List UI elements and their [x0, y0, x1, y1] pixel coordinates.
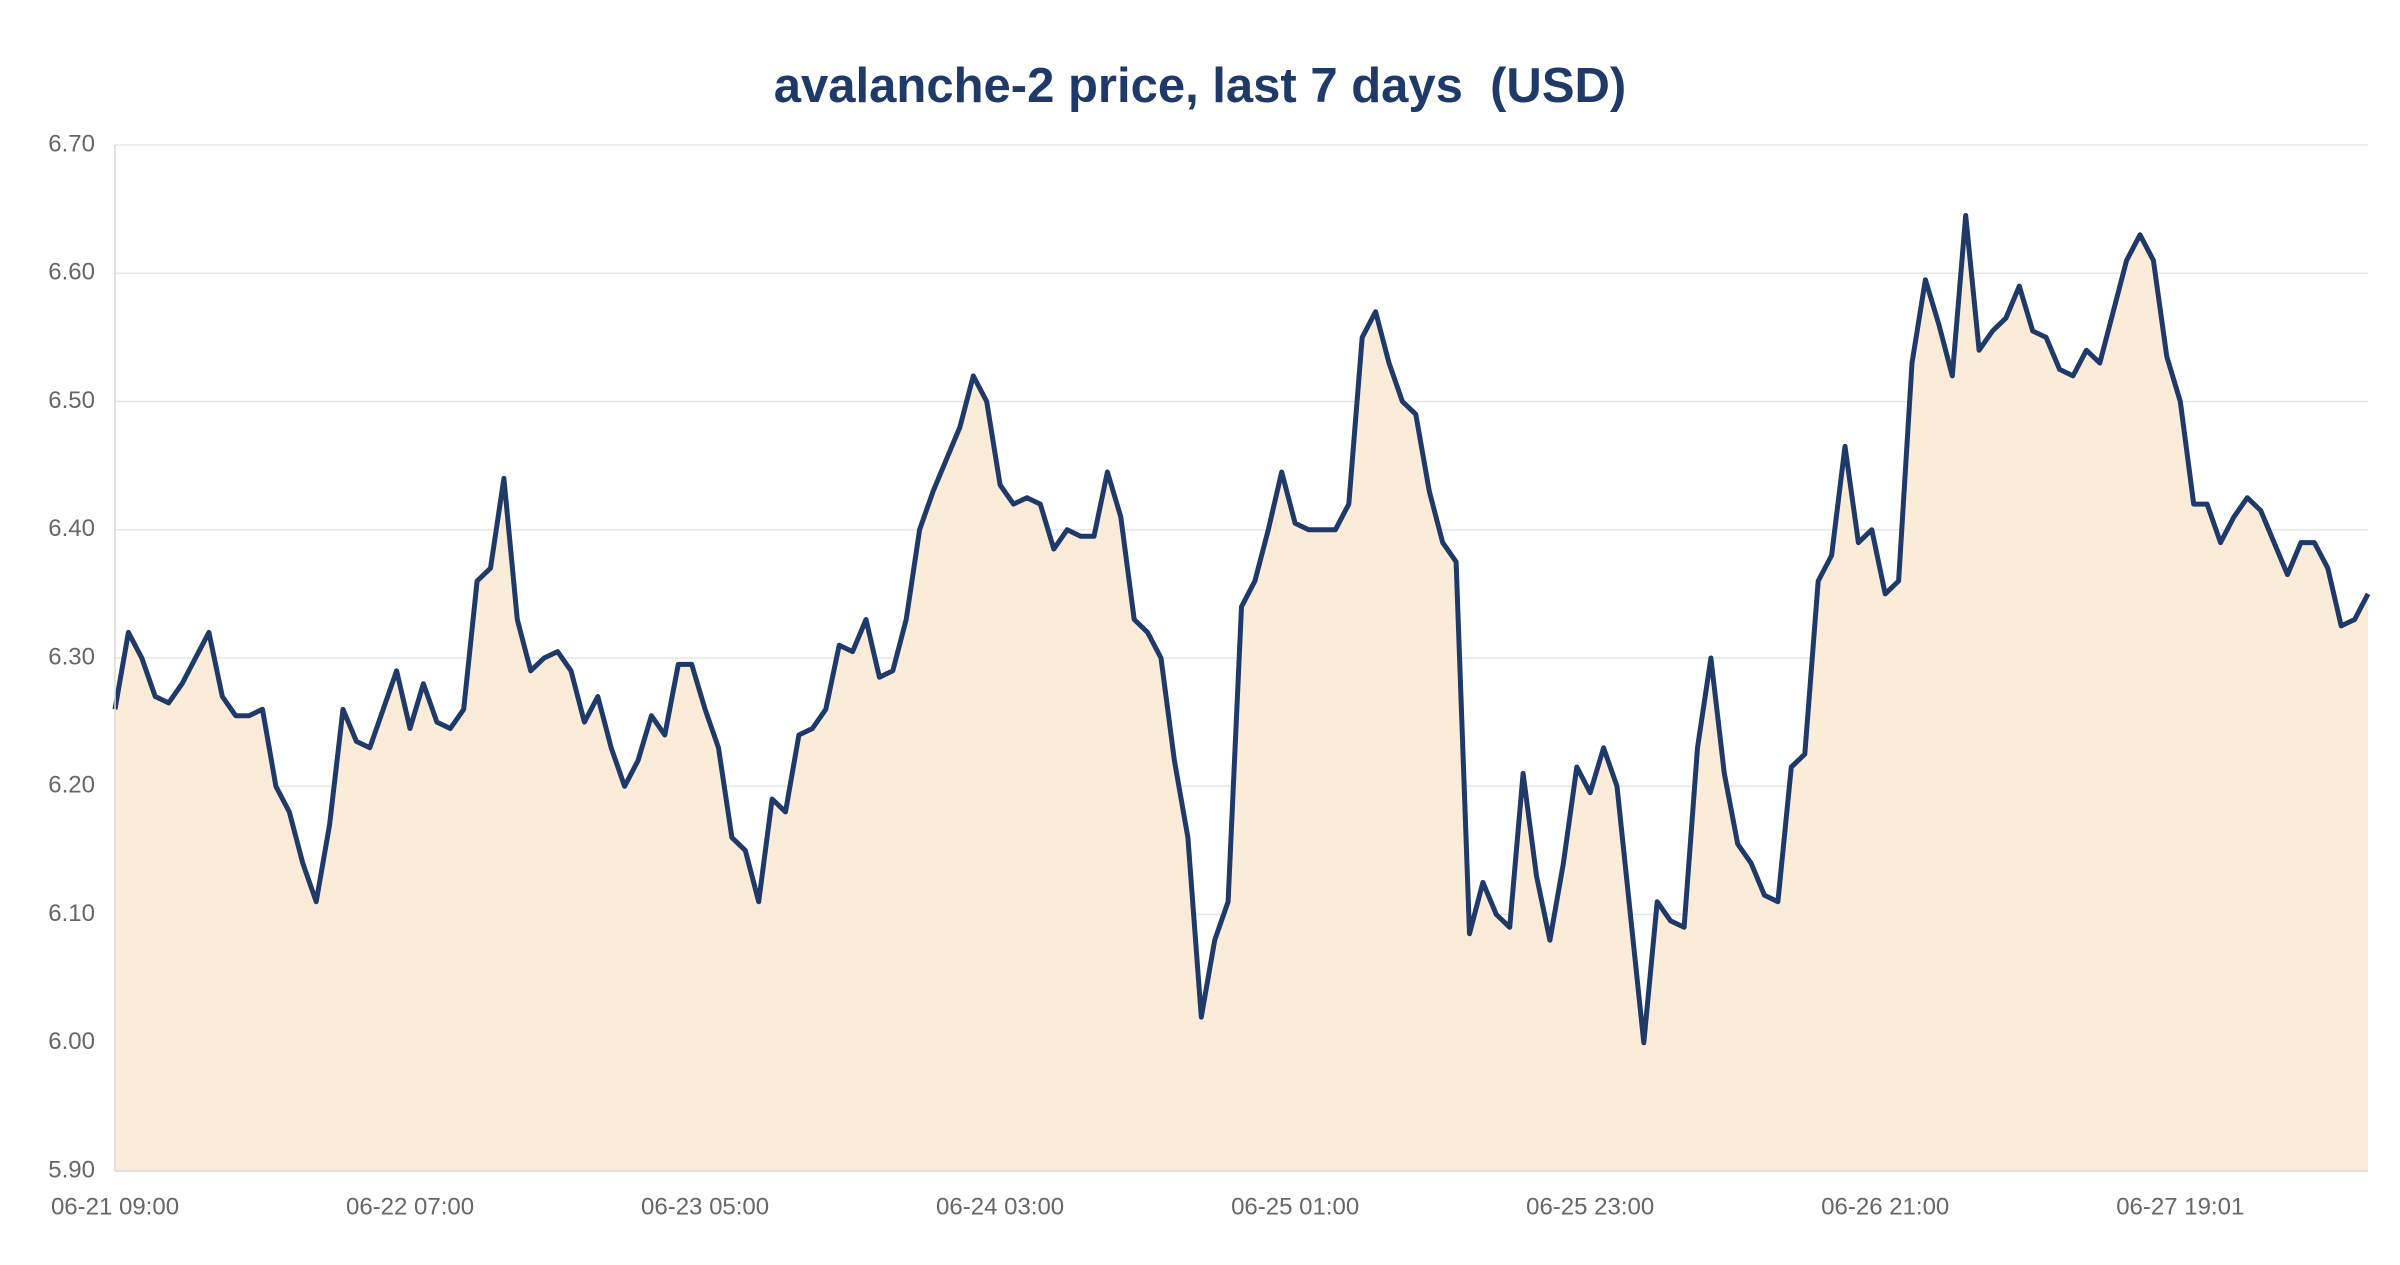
x-tick-label: 06-23 05:00	[641, 1193, 769, 1220]
x-tick-label: 06-22 07:00	[346, 1193, 474, 1220]
x-tick-label: 06-21 09:00	[51, 1193, 179, 1220]
chart-title: avalanche-2 price, last 7 days (USD)	[774, 59, 1626, 113]
y-tick-label: 6.30	[48, 643, 95, 670]
y-tick-label: 6.40	[48, 515, 95, 542]
x-tick-label: 06-25 23:00	[1526, 1193, 1654, 1220]
x-tick-label: 06-26 21:00	[1821, 1193, 1949, 1220]
y-tick-label: 5.90	[48, 1156, 95, 1183]
x-tick-label: 06-25 01:00	[1231, 1193, 1359, 1220]
y-tick-label: 6.50	[48, 387, 95, 414]
area-fill	[115, 215, 2368, 1171]
y-tick-label: 6.10	[48, 900, 95, 927]
x-tick-label: 06-24 03:00	[936, 1193, 1064, 1220]
y-tick-label: 6.20	[48, 772, 95, 799]
y-tick-label: 6.70	[48, 130, 95, 157]
y-tick-label: 6.60	[48, 259, 95, 286]
x-tick-label: 06-27 19:01	[2116, 1193, 2244, 1220]
y-tick-label: 6.00	[48, 1028, 95, 1055]
price-line	[112, 213, 2371, 1046]
